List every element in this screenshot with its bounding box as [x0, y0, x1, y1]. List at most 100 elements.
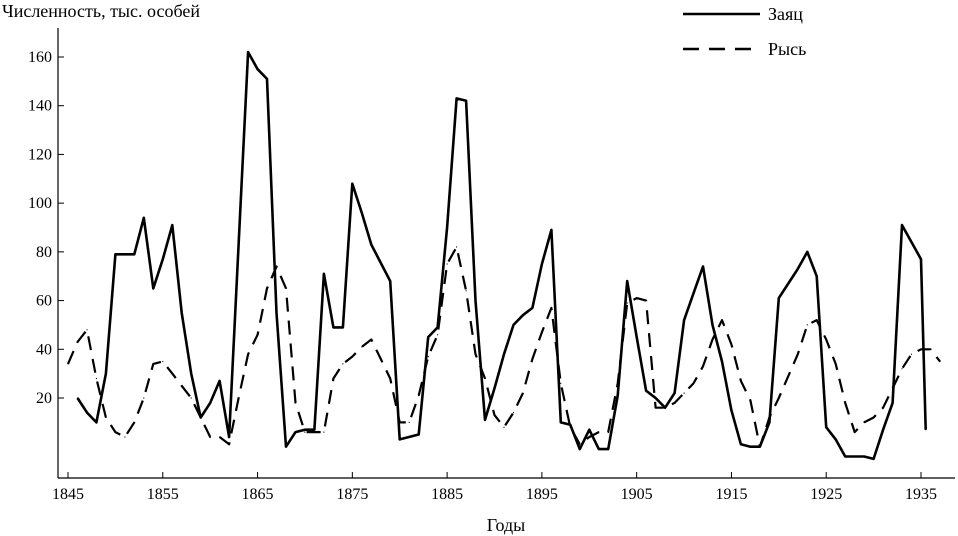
data-point-lynx: [588, 436, 590, 438]
data-point-hare: [920, 258, 922, 260]
data-point-lynx: [541, 331, 543, 333]
data-point-lynx: [484, 377, 486, 380]
data-point-lynx: [294, 402, 297, 404]
data-point-hare: [560, 421, 562, 423]
data-point-lynx: [778, 397, 780, 399]
data-point-lynx: [399, 421, 401, 423]
data-point-hare: [143, 217, 145, 219]
data-point-hare: [721, 360, 723, 363]
data-point-hare: [645, 390, 647, 392]
data-point-lynx: [86, 329, 88, 331]
data-point-lynx: [133, 421, 135, 423]
data-point-hare: [247, 51, 249, 53]
data-point-lynx: [238, 397, 240, 399]
data-point-lynx: [882, 407, 884, 409]
data-point-hare: [342, 326, 344, 328]
data-point-lynx: [721, 319, 723, 321]
data-point-hare: [787, 282, 789, 285]
data-point-hare: [427, 336, 429, 338]
legend-label-hare: Заяц: [768, 4, 803, 24]
data-point-lynx: [626, 302, 628, 304]
data-point-lynx: [493, 414, 496, 416]
data-point-lynx: [598, 431, 600, 433]
data-point-hare: [607, 448, 609, 450]
data-point-lynx: [474, 353, 477, 355]
data-point-hare: [181, 312, 183, 314]
data-point-hare: [133, 253, 135, 255]
y-tick-label: 80: [36, 244, 52, 261]
data-point-hare: [768, 421, 771, 423]
x-tick-label: 1845: [52, 486, 84, 503]
data-point-hare: [219, 380, 221, 382]
data-point-lynx: [389, 377, 391, 380]
data-point-lynx: [190, 397, 192, 399]
chart-legend: Заяц Рысь: [683, 4, 806, 59]
data-point-hare: [806, 251, 808, 253]
data-point-lynx: [342, 363, 344, 365]
data-point-lynx: [863, 421, 865, 423]
data-point-hare: [835, 438, 837, 440]
data-point-hare: [892, 402, 894, 404]
data-point-hare: [541, 263, 543, 265]
data-point-lynx: [617, 382, 619, 384]
data-point-lynx: [607, 431, 609, 433]
data-point-hare: [692, 292, 695, 294]
data-point-lynx: [749, 399, 752, 401]
data-point-hare: [474, 300, 477, 302]
x-tick-label: 1855: [147, 486, 179, 503]
data-point-lynx: [550, 307, 553, 309]
data-point-hare: [76, 397, 79, 399]
data-point-hare: [493, 387, 496, 389]
data-point-hare: [446, 226, 448, 229]
data-point-lynx: [929, 348, 932, 350]
data-point-lynx: [664, 407, 666, 409]
data-point-hare: [816, 275, 818, 277]
data-point-lynx: [95, 377, 97, 380]
data-point-hare: [901, 224, 903, 226]
data-point-lynx: [873, 416, 875, 419]
data-point-hare: [873, 458, 875, 460]
data-point-hare: [323, 273, 325, 275]
data-point-lynx: [219, 436, 221, 438]
data-point-hare: [86, 412, 88, 414]
y-tick-label: 40: [36, 341, 52, 358]
data-point-lynx: [683, 392, 685, 394]
data-point-lynx: [446, 263, 448, 265]
data-point-lynx: [456, 246, 458, 248]
data-point-lynx: [304, 431, 306, 433]
data-point-hare: [171, 224, 173, 226]
y-tick-label: 160: [28, 49, 52, 66]
data-point-hare: [863, 455, 865, 458]
x-tick-label: 1895: [526, 486, 558, 503]
data-point-lynx: [418, 395, 420, 397]
data-point-lynx: [645, 300, 647, 302]
data-point-hare: [550, 229, 553, 231]
data-point-lynx: [768, 416, 771, 419]
x-tick-label: 1915: [715, 486, 747, 503]
data-point-lynx: [844, 402, 846, 404]
data-point-lynx: [920, 348, 922, 350]
data-point-hare: [683, 319, 685, 321]
data-point-lynx: [901, 368, 903, 370]
data-point-hare: [190, 373, 192, 375]
data-point-hare: [304, 429, 306, 431]
data-point-lynx: [275, 265, 278, 268]
y-tick-label: 60: [36, 293, 52, 310]
data-point-lynx: [636, 297, 638, 299]
data-point-lynx: [522, 392, 524, 394]
data-point-lynx: [257, 334, 259, 336]
data-point-hare: [626, 280, 628, 282]
data-point-lynx: [512, 412, 515, 414]
data-point-hare: [162, 258, 164, 260]
data-point-hare: [844, 455, 846, 458]
data-point-lynx: [351, 356, 353, 358]
x-tick-label: 1925: [810, 486, 842, 503]
data-point-hare: [598, 448, 600, 450]
data-point-lynx: [143, 397, 145, 399]
data-point-lynx: [209, 436, 211, 438]
data-point-lynx: [730, 343, 733, 345]
data-point-hare: [674, 392, 676, 394]
data-point-hare: [124, 253, 126, 255]
data-point-hare: [465, 100, 467, 102]
data-point-lynx: [162, 360, 164, 363]
